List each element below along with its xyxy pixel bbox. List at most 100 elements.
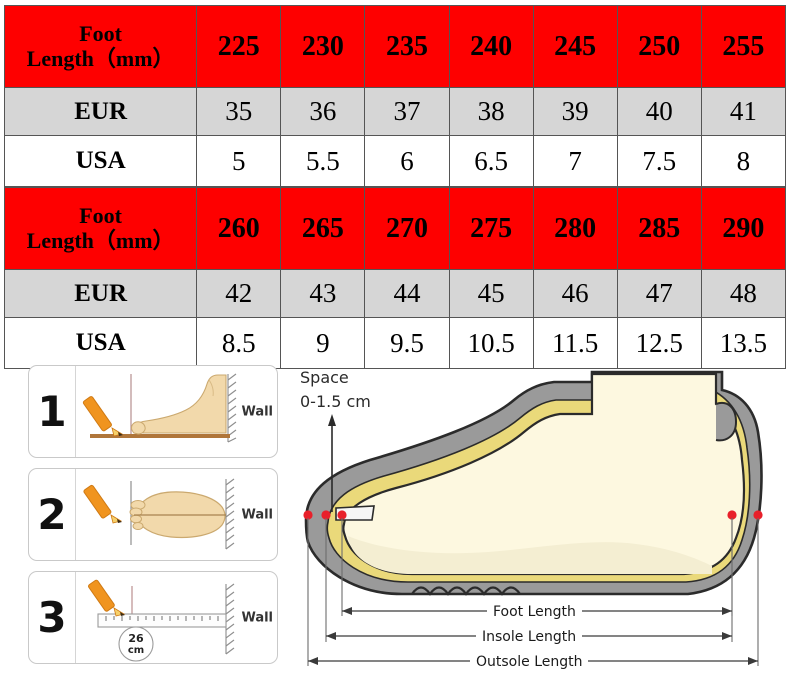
space-arrow-head (328, 414, 336, 426)
wall-hatching (227, 373, 237, 443)
table-cell: 47 (616, 269, 702, 318)
header-cell: 260 (196, 187, 282, 270)
table-cell: 46 (532, 269, 618, 318)
table-cell: 44 (364, 269, 450, 318)
space-label-line2: 0-1.5 cm (300, 392, 371, 411)
table-cell: 41 (700, 87, 787, 136)
reading-callout (118, 626, 154, 662)
measure-points (303, 510, 763, 520)
table-row: EUR 42 43 44 45 46 47 48 (3, 269, 787, 318)
point-insole-toe (321, 510, 331, 520)
heel-collar (715, 402, 738, 442)
ruler-diagram: 26 cm (88, 579, 235, 662)
space-annotation: Space 0-1.5 cm (300, 366, 371, 414)
table-cell: 45 (448, 269, 534, 318)
header-cell: 255 (700, 5, 787, 88)
step-card-2: 2 (28, 468, 278, 561)
dimension-label-foot-length: Foot Length (487, 604, 582, 620)
step-3-illustration: 26 cm (76, 572, 277, 663)
foot-length-header: Foot Length（mm） (3, 187, 198, 270)
point-foot-toe (337, 510, 347, 520)
wall-label: Wall (241, 610, 273, 625)
table-cell: 5 (196, 135, 282, 187)
pencil-icon (88, 579, 126, 617)
outsole-tread (411, 586, 521, 596)
table-cell: 38 (448, 87, 534, 136)
step-card-3: 3 (28, 571, 278, 664)
step-number: 1 (29, 366, 76, 457)
measurement-guide: 1 (0, 360, 790, 677)
point-outsole-toe (303, 510, 313, 520)
space-label-line1: Space (300, 368, 349, 387)
header-line-2: Length（mm） (26, 45, 175, 71)
pencil-icon (83, 484, 123, 524)
header-cell: 290 (700, 187, 787, 270)
table-cell: 13.5 (700, 317, 787, 369)
side-foot-diagram (82, 373, 237, 443)
table-cell: 36 (280, 87, 366, 136)
big-toe (131, 421, 146, 435)
header-cell: 275 (448, 187, 534, 270)
wall-label: Wall (241, 507, 273, 522)
floor-line (90, 434, 230, 438)
reading-unit: cm (128, 645, 144, 656)
reading-value: 26 (128, 632, 144, 645)
table-cell: 10.5 (448, 317, 534, 369)
ruler-ticks (105, 616, 219, 621)
table-cell: 9 (280, 317, 366, 369)
table-cell: 12.5 (616, 317, 702, 369)
step-number: 2 (29, 469, 76, 560)
top-foot-diagram (83, 478, 235, 550)
foot-shape (133, 374, 227, 434)
table-cell: 11.5 (532, 317, 618, 369)
point-outsole-heel (753, 510, 763, 520)
step-2-illustration (76, 469, 277, 560)
shoe-illustration (303, 370, 763, 666)
header-cell: 230 (280, 5, 366, 88)
header-cell: 240 (448, 5, 534, 88)
table-row: USA 8.5 9 9.5 10.5 11.5 12.5 13.5 (3, 317, 787, 369)
measurement-steps: 1 (28, 365, 280, 673)
table-cell: 42 (196, 269, 282, 318)
table-row: EUR 35 36 37 38 39 40 41 (3, 87, 787, 136)
insole-shading (348, 536, 712, 574)
table-header-row: Foot Length（mm） 260 265 270 275 280 285 … (3, 187, 787, 270)
size-chart-tables: Foot Length（mm） 225 230 235 240 245 250 … (3, 5, 787, 369)
shoe-cross-section-diagram: Space 0-1.5 cm (292, 360, 790, 677)
wall-label: Wall (241, 404, 273, 419)
table-cell: 9.5 (364, 317, 450, 369)
header-line-1: Foot (79, 202, 122, 228)
table-cell: 35 (196, 87, 282, 136)
table-cell: 7 (532, 135, 618, 187)
row-label-usa: USA (3, 135, 198, 187)
header-cell: 265 (280, 187, 366, 270)
header-cell: 225 (196, 5, 282, 88)
step-number: 3 (29, 572, 76, 663)
step-1-illustration (76, 366, 277, 457)
table-cell: 7.5 (616, 135, 702, 187)
row-label-usa: USA (3, 317, 198, 369)
header-cell: 250 (616, 5, 702, 88)
table-cell: 5.5 (280, 135, 366, 187)
leader-lines (307, 518, 759, 666)
step-card-1: 1 (28, 365, 278, 458)
toes (129, 500, 146, 530)
table-cell: 8 (700, 135, 787, 187)
table-header-row: Foot Length（mm） 225 230 235 240 245 250 … (3, 5, 787, 88)
header-line-1: Foot (79, 20, 122, 46)
header-cell: 245 (532, 5, 618, 88)
foot-length-header: Foot Length（mm） (3, 5, 198, 88)
table-row: USA 5 5.5 6 6.5 7 7.5 8 (3, 135, 787, 187)
table-cell: 43 (280, 269, 366, 318)
row-label-eur: EUR (3, 87, 198, 136)
header-cell: 285 (616, 187, 702, 270)
header-cell: 235 (364, 5, 450, 88)
size-table-large: Foot Length（mm） 260 265 270 275 280 285 … (3, 187, 787, 369)
header-cell: 280 (532, 187, 618, 270)
dimension-label-insole-length: Insole Length (476, 629, 583, 645)
wall-hatching (225, 583, 235, 655)
ankle-crease (208, 379, 214, 397)
table-cell: 48 (700, 269, 787, 318)
dimension-label-outsole-length: Outsole Length (470, 654, 589, 670)
header-line-2: Length（mm） (26, 227, 175, 253)
